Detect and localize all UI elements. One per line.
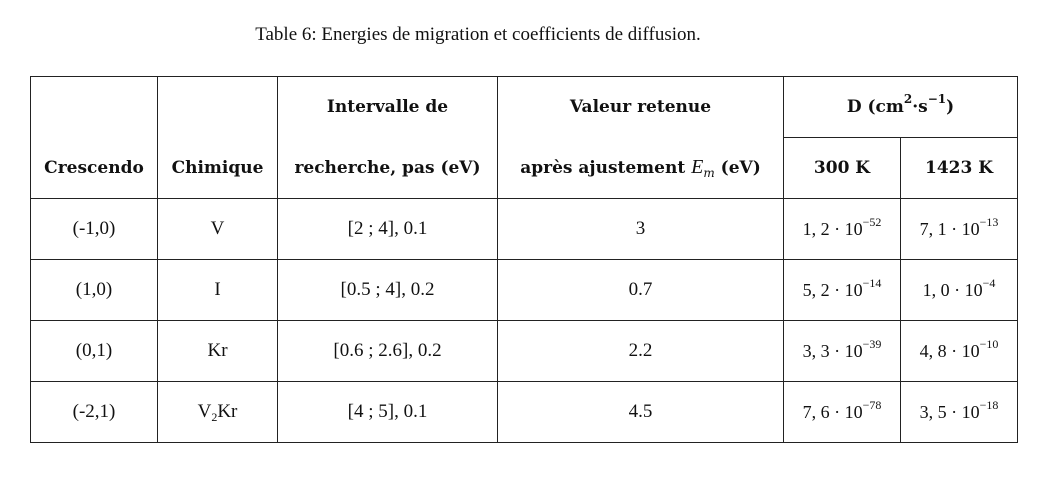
table-row: (1,0) I [0.5 ; 4], 0.2 0.7 5, 2 · 10−14 … xyxy=(30,259,1019,321)
cell-chimique: V2Kr xyxy=(157,381,278,443)
header-crescendo-top xyxy=(30,76,158,138)
cell-crescendo: (-2,1) xyxy=(30,381,158,443)
cell-intervalle: [0.5 ; 4], 0.2 xyxy=(277,259,498,321)
table-row: (0,1) Kr [0.6 ; 2.6], 0.2 2.2 3, 3 · 10−… xyxy=(30,320,1019,382)
valeur-prefix: après ajustement xyxy=(520,158,692,179)
cell-d300: 5, 2 · 10−14 xyxy=(783,259,901,321)
d-sup-s: −1 xyxy=(927,92,947,106)
cell-crescendo: (1,0) xyxy=(30,259,158,321)
header-row-top: Intervalle de Valeur retenue D (cm2·s−1) xyxy=(30,76,1019,138)
cell-intervalle: [2 ; 4], 0.1 xyxy=(277,198,498,260)
cell-d1423: 1, 0 · 10−4 xyxy=(899,259,1019,321)
valeur-symbol: E xyxy=(691,156,704,179)
cell-valeur: 3 xyxy=(497,198,784,260)
table-row: (-2,1) V2Kr [4 ; 5], 0.1 4.5 7, 6 · 10−7… xyxy=(30,381,1019,443)
header-chimique-top xyxy=(157,76,278,138)
cell-d300: 7, 6 · 10−78 xyxy=(783,381,901,443)
cell-d300: 3, 3 · 10−39 xyxy=(783,320,901,382)
cell-d1423: 3, 5 · 10−18 xyxy=(899,381,1019,443)
header-diffusion-coefficient: D (cm2·s−1) xyxy=(782,76,1019,138)
header-valeur-bottom: après ajustement Em (eV) xyxy=(497,137,784,199)
header-intervalle-top: Intervalle de xyxy=(277,76,498,138)
d-suffix: ) xyxy=(946,97,955,117)
cell-crescendo: (0,1) xyxy=(30,320,158,382)
cell-chimique: I xyxy=(157,259,278,321)
cell-crescendo: (-1,0) xyxy=(30,198,158,260)
cell-d300: 1, 2 · 10−52 xyxy=(783,198,901,260)
cell-intervalle: [4 ; 5], 0.1 xyxy=(277,381,498,443)
table-caption: Table 6: Energies de migration et coeffi… xyxy=(255,24,701,45)
header-intervalle-bottom: recherche, pas (eV) xyxy=(277,137,498,199)
header-1423k: 1423 K xyxy=(899,137,1019,199)
cell-chimique: V xyxy=(157,198,278,260)
cell-valeur: 0.7 xyxy=(497,259,784,321)
valeur-subscript: m xyxy=(703,166,715,181)
header-300k: 300 K xyxy=(783,137,901,199)
header-row-bottom: Crescendo Chimique recherche, pas (eV) a… xyxy=(30,137,1019,199)
table-row: (-1,0) V [2 ; 4], 0.1 3 1, 2 · 10−52 7, … xyxy=(30,198,1019,260)
d-mid: ·s xyxy=(912,97,928,117)
cell-d1423: 4, 8 · 10−10 xyxy=(899,320,1019,382)
valeur-unit: (eV) xyxy=(714,158,761,179)
d-prefix: D (cm xyxy=(846,97,904,117)
diffusion-table: Intervalle de Valeur retenue D (cm2·s−1)… xyxy=(30,76,1019,443)
cell-d1423: 7, 1 · 10−13 xyxy=(899,198,1019,260)
cell-valeur: 2.2 xyxy=(497,320,784,382)
cell-intervalle: [0.6 ; 2.6], 0.2 xyxy=(277,320,498,382)
header-chimique: Chimique xyxy=(157,137,278,199)
cell-chimique: Kr xyxy=(157,320,278,382)
header-crescendo: Crescendo xyxy=(30,137,158,199)
cell-valeur: 4.5 xyxy=(497,381,784,443)
d-sup-cm: 2 xyxy=(903,92,913,106)
header-valeur-top: Valeur retenue xyxy=(497,76,784,138)
